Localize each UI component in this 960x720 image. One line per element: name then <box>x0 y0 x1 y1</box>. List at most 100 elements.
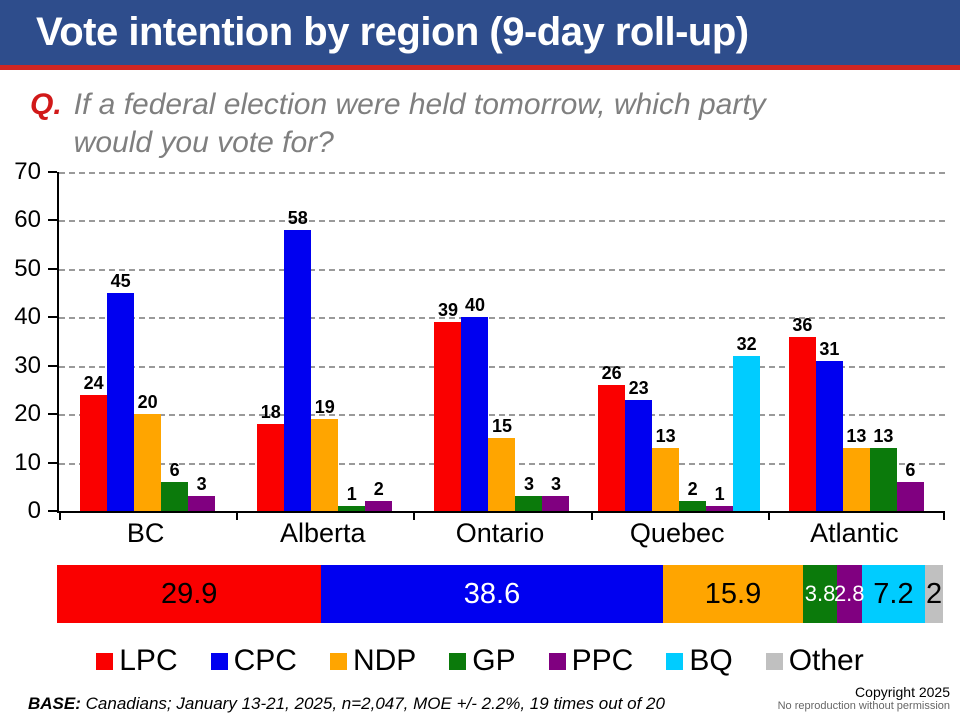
y-tick-label-40: 40 <box>14 303 41 331</box>
bar-BC-LPC <box>80 394 108 511</box>
bar-value-Alberta-CPC: 58 <box>287 208 308 229</box>
legend-label-PPC: PPC <box>571 644 634 677</box>
y-tick-mark-60 <box>48 219 57 222</box>
bar-BC-NDP <box>134 414 162 511</box>
bar-value-Ontario-LPC: 39 <box>437 300 458 321</box>
bar-Atlantic-NDP <box>842 448 870 511</box>
y-tick-label-60: 60 <box>14 206 41 234</box>
barwrap-Atlantic-NDP: 13 <box>842 172 870 511</box>
barwrap-BC-CPC: 45 <box>107 172 135 511</box>
bar-value-BC-LPC: 24 <box>83 372 104 393</box>
barwrap-BC-NDP: 20 <box>134 172 162 511</box>
y-tick-label-0: 0 <box>27 497 41 524</box>
y-tick-label-10: 10 <box>14 448 41 476</box>
bar-value-BC-CPC: 45 <box>110 271 131 292</box>
x-tick-mark-1 <box>236 511 239 520</box>
barwrap-Atlantic-CPC: 31 <box>815 172 843 511</box>
legend-swatch-NDP <box>329 652 347 670</box>
gridline-20 <box>59 414 945 417</box>
y-tick-mark-40 <box>48 316 57 319</box>
bar-Quebec-CPC <box>625 399 653 511</box>
base-text: Canadians; January 13-21, 2025, n=2,047,… <box>85 694 665 713</box>
y-tick-mark-30 <box>48 364 57 367</box>
stacked-value-NDP: 15.9 <box>704 577 762 610</box>
stacked-value-Other: 2 <box>926 577 943 610</box>
gridline-30 <box>59 365 945 368</box>
bar-Atlantic-CPC <box>815 360 843 511</box>
barwrap-Quebec-BQ: 32 <box>733 172 761 511</box>
barwrap-Alberta-LPC: 18 <box>257 172 285 511</box>
bar-Ontario-NDP <box>488 438 516 511</box>
barwrap-Atlantic-PPC: 6 <box>896 172 924 511</box>
bar-Quebec-NDP <box>652 448 680 511</box>
y-tick-mark-20 <box>48 413 57 416</box>
bar-Alberta-LPC <box>257 423 285 511</box>
stacked-segment-GP: 3.8 <box>803 565 837 623</box>
bar-value-Alberta-GP: 1 <box>346 484 357 505</box>
bar-value-Alberta-NDP: 19 <box>314 397 335 417</box>
legend-label-BQ: BQ <box>689 644 733 677</box>
bar-value-Quebec-CPC: 23 <box>628 377 649 398</box>
barwrap-Ontario-GP: 3 <box>515 172 543 511</box>
bar-value-BC-PPC: 3 <box>196 474 207 495</box>
question-line-2: would you vote for? <box>73 125 334 159</box>
x-label-Ontario: Ontario <box>455 518 545 548</box>
bar-value-Ontario-CPC: 40 <box>464 295 485 316</box>
bar-Alberta-GP <box>338 506 366 511</box>
barwrap-Quebec-NDP: 13 <box>652 172 680 511</box>
x-label-Alberta: Alberta <box>280 518 366 548</box>
bar-Atlantic-LPC <box>788 336 816 511</box>
barwrap-Ontario-CPC: 40 <box>461 172 489 511</box>
x-tick-mark-2 <box>413 511 416 520</box>
x-tick-mark-4 <box>767 511 770 520</box>
bar-value-Quebec-NDP: 13 <box>655 426 676 447</box>
stacked-value-LPC: 29.9 <box>160 577 218 610</box>
x-label-Atlantic: Atlantic <box>810 518 899 548</box>
legend-label-GP: GP <box>472 644 516 677</box>
stacked-value-GP: 3.8 <box>804 581 836 606</box>
question-prefix: Q. <box>30 88 62 121</box>
bar-Alberta-NDP <box>311 419 339 511</box>
y-tick-mark-50 <box>48 267 57 270</box>
bar-value-Quebec-LPC: 26 <box>601 363 622 384</box>
stacked-segment-PPC: 2.8 <box>834 565 865 623</box>
barwrap-Ontario-PPC: 3 <box>542 172 570 511</box>
bar-value-Atlantic-CPC: 31 <box>819 338 840 359</box>
y-tick-label-30: 30 <box>14 351 41 379</box>
bar-group-Atlantic: 36 31 13 13 6 <box>768 172 945 511</box>
barwrap-BC-LPC: 24 <box>80 172 108 511</box>
legend-swatch-PPC <box>548 652 566 670</box>
legend-swatch-GP <box>449 652 467 670</box>
bar-Quebec-GP <box>679 501 707 511</box>
x-label-BC: BC <box>126 518 165 548</box>
legend-item-NDP: NDP <box>329 644 416 678</box>
stacked-segment-LPC: 29.9 <box>57 565 322 623</box>
gridline-40 <box>59 317 945 320</box>
bar-group-BC: 24 45 20 6 3 <box>59 172 236 511</box>
base-label: BASE: <box>28 694 81 713</box>
bar-Quebec-PPC <box>706 506 734 511</box>
bar-value-BC-GP: 6 <box>169 459 180 480</box>
bar-Atlantic-GP <box>869 448 897 511</box>
y-axis: 0 10 20 30 40 50 60 70 <box>0 158 57 524</box>
x-tick-mark-3 <box>590 511 593 520</box>
grouped-bar-plot: 24 45 20 6 3 18 58 19 1 2 39 40 15 3 3 26 23 13 2 1 32 36 31 13… <box>57 172 945 520</box>
bar-Alberta-PPC <box>365 501 393 511</box>
legend-label-Other: Other <box>788 644 864 677</box>
barwrap-Atlantic-GP: 13 <box>869 172 897 511</box>
bar-value-Quebec-PPC: 1 <box>714 484 725 505</box>
y-tick-label-50: 50 <box>14 254 41 282</box>
barwrap-Alberta-GP: 1 <box>338 172 366 511</box>
legend-swatch-Other <box>765 652 783 670</box>
title-banner: Vote intention by region (9-day roll-up) <box>0 0 960 70</box>
legend-item-BQ: BQ <box>666 644 733 678</box>
question: Q. If a federal election were held tomor… <box>30 86 935 161</box>
bar-value-Ontario-PPC: 3 <box>550 474 561 495</box>
bar-value-Atlantic-NDP: 13 <box>846 426 867 447</box>
bar-value-Ontario-GP: 3 <box>523 474 534 495</box>
copyright: Copyright 2025 No reproduction without p… <box>778 684 950 712</box>
bar-value-Quebec-GP: 2 <box>687 479 698 500</box>
bar-Ontario-GP <box>515 496 543 511</box>
x-axis-labels: BC Alberta Ontario Quebec Atlantic <box>57 518 943 549</box>
